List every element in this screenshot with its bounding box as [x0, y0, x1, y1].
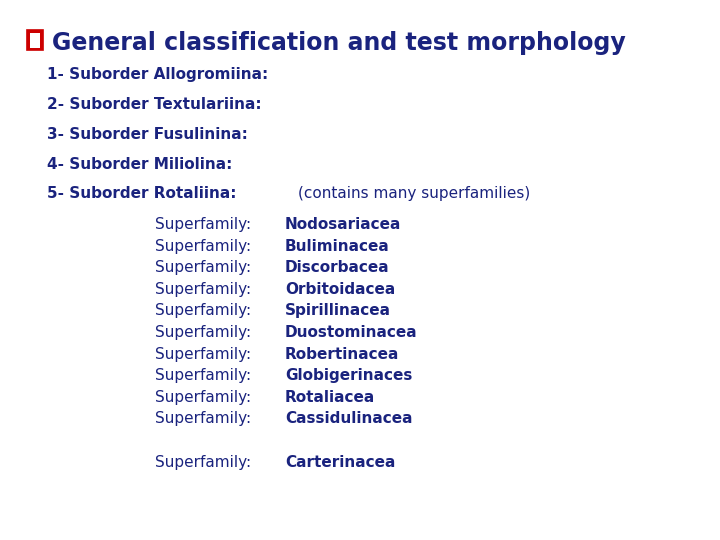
Text: Superfamily:: Superfamily: [155, 411, 256, 427]
Text: Superfamily:: Superfamily: [155, 325, 256, 340]
Text: 4- Suborder Miliolina:: 4- Suborder Miliolina: [47, 157, 232, 172]
Text: Globigerinaces: Globigerinaces [285, 368, 413, 383]
Text: Carterinacea: Carterinacea [285, 455, 395, 470]
FancyBboxPatch shape [30, 33, 40, 48]
Text: (contains many superfamilies): (contains many superfamilies) [298, 186, 531, 201]
Text: Cassidulinacea: Cassidulinacea [285, 411, 413, 427]
FancyBboxPatch shape [27, 30, 43, 50]
Text: Superfamily:: Superfamily: [155, 260, 256, 275]
Text: Superfamily:: Superfamily: [155, 347, 256, 362]
Text: Nodosariacea: Nodosariacea [285, 217, 402, 232]
Text: Discorbacea: Discorbacea [285, 260, 390, 275]
Text: Rotaliacea: Rotaliacea [285, 390, 375, 405]
Text: Orbitoidacea: Orbitoidacea [285, 282, 395, 297]
Text: Buliminacea: Buliminacea [285, 239, 390, 254]
Text: 3- Suborder Fusulinina:: 3- Suborder Fusulinina: [47, 127, 248, 142]
Text: 1- Suborder Allogromiina:: 1- Suborder Allogromiina: [47, 68, 268, 83]
Text: 2- Suborder Textulariina:: 2- Suborder Textulariina: [47, 97, 261, 112]
Text: Superfamily:: Superfamily: [155, 303, 256, 319]
Text: Superfamily:: Superfamily: [155, 368, 256, 383]
Text: Superfamily:: Superfamily: [155, 455, 256, 470]
Text: Duostominacea: Duostominacea [285, 325, 418, 340]
Text: General classification and test morphology: General classification and test morpholo… [52, 31, 626, 55]
Text: Robertinacea: Robertinacea [285, 347, 400, 362]
Text: Superfamily:: Superfamily: [155, 282, 256, 297]
Text: Spirillinacea: Spirillinacea [285, 303, 391, 319]
Text: Superfamily:: Superfamily: [155, 239, 256, 254]
Text: 5- Suborder Rotaliina:: 5- Suborder Rotaliina: [47, 186, 241, 201]
Text: Superfamily:: Superfamily: [155, 390, 256, 405]
Text: Superfamily:: Superfamily: [155, 217, 256, 232]
